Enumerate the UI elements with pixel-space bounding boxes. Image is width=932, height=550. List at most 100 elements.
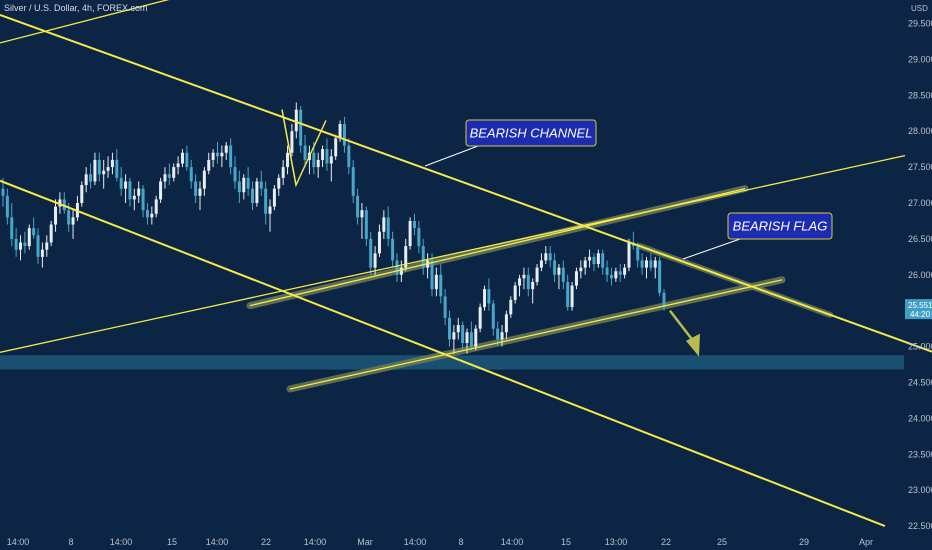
- candle: [316, 152, 320, 178]
- candle-body: [93, 159, 97, 182]
- candle: [627, 238, 631, 272]
- candle: [588, 249, 592, 268]
- candle-body: [97, 159, 101, 175]
- candle-body: [518, 278, 522, 286]
- candle-body: [124, 181, 128, 189]
- candle: [386, 206, 390, 247]
- candle-body: [45, 242, 49, 250]
- candle-body: [80, 185, 84, 203]
- trendline-channel-upper[interactable]: [0, 13, 932, 353]
- candle: [347, 138, 351, 175]
- candle: [102, 159, 106, 189]
- candle: [483, 285, 487, 311]
- candle: [272, 185, 276, 211]
- candle: [596, 249, 600, 268]
- candle-body: [399, 267, 403, 275]
- candle: [189, 159, 193, 189]
- candle-body: [10, 217, 14, 239]
- candle: [54, 199, 58, 232]
- candle: [40, 242, 44, 268]
- y-tick-label: 23.500: [908, 449, 932, 459]
- candle-body: [207, 159, 211, 171]
- y-tick-label: 23.000: [908, 485, 932, 495]
- candle: [132, 188, 136, 211]
- y-tick-label: 27.500: [908, 162, 932, 172]
- double-top-zigzag[interactable]: [281, 109, 327, 188]
- bearish-channel-annotation-pointer: [424, 145, 479, 167]
- candle: [185, 145, 189, 171]
- candle-body: [653, 260, 657, 268]
- trendline-flag-lower[interactable]: [289, 279, 783, 390]
- candle-body: [27, 228, 31, 247]
- candle: [71, 210, 75, 239]
- candle-body: [215, 152, 219, 157]
- trendline-flag-upper[interactable]: [249, 188, 746, 307]
- candle-body: [662, 292, 666, 308]
- candle-body: [539, 260, 543, 268]
- y-tick-label: 22.500: [908, 521, 932, 531]
- candle-body: [588, 256, 592, 261]
- candle: [430, 253, 434, 297]
- candle-body: [583, 260, 587, 268]
- trendline-channel-lower[interactable]: [0, 179, 886, 528]
- candle: [478, 303, 482, 333]
- candle: [662, 289, 666, 311]
- candle: [325, 138, 329, 171]
- candle: [644, 256, 648, 279]
- candle: [461, 321, 465, 351]
- candle: [141, 185, 145, 218]
- candle-body: [329, 156, 333, 164]
- bearish-flag-annotation[interactable]: BEARISH FLAG: [682, 212, 833, 260]
- bearish-channel-annotation[interactable]: BEARISH CHANNEL: [424, 119, 597, 167]
- candle: [539, 253, 543, 272]
- candle-body: [491, 303, 495, 329]
- candle-body: [522, 274, 526, 279]
- candle: [110, 152, 114, 175]
- trendline-long-rising-line[interactable]: [0, 154, 906, 353]
- x-tick-label: 14:00: [206, 537, 229, 547]
- candle: [32, 217, 36, 239]
- y-tick-label: 29.000: [908, 54, 932, 64]
- candle-body: [417, 228, 421, 247]
- candle-body: [434, 274, 438, 290]
- candle: [145, 203, 149, 225]
- candle: [84, 167, 88, 193]
- candle: [259, 170, 263, 196]
- candle: [115, 149, 119, 182]
- candle-body: [636, 246, 640, 261]
- candle-body: [189, 167, 193, 182]
- candle-body: [281, 167, 285, 178]
- candle-body: [377, 231, 381, 254]
- candle-body: [163, 174, 167, 182]
- candle: [154, 195, 158, 218]
- candle: [373, 246, 377, 275]
- candle: [229, 138, 233, 175]
- candle-body: [658, 260, 662, 293]
- candle: [207, 152, 211, 175]
- candle: [592, 253, 596, 272]
- candle-body: [19, 242, 23, 250]
- trendline-top-left-line[interactable]: [0, 0, 215, 44]
- y-tick-label: 28.500: [908, 90, 932, 100]
- candle: [640, 253, 644, 275]
- candle-body: [316, 159, 320, 168]
- candle: [623, 264, 627, 279]
- candle: [535, 264, 539, 286]
- candle: [202, 167, 206, 196]
- candle-body: [167, 174, 171, 178]
- candle-body: [176, 163, 180, 168]
- candle: [163, 167, 167, 189]
- candle-body: [255, 181, 259, 203]
- candle: [601, 249, 605, 275]
- candle-body: [268, 206, 272, 214]
- candle: [233, 156, 237, 189]
- candle: [574, 267, 578, 290]
- candle: [246, 167, 250, 196]
- candle: [224, 141, 228, 160]
- candle: [553, 253, 557, 282]
- candle-body: [439, 274, 443, 297]
- candle-body: [544, 253, 548, 261]
- candle: [618, 264, 622, 282]
